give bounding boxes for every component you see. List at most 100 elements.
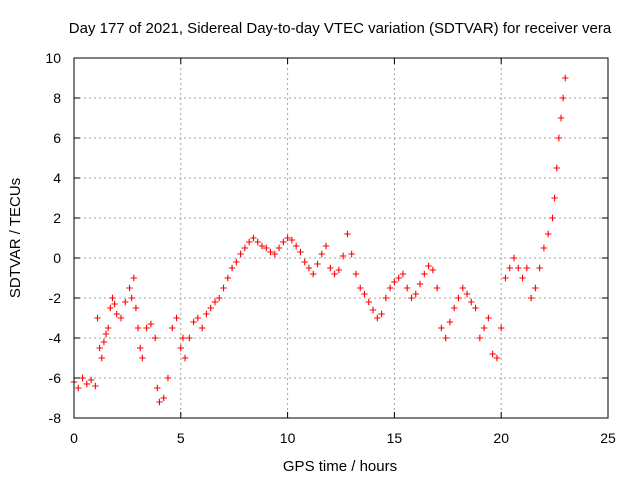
- x-tick-label: 10: [280, 430, 296, 446]
- data-point: [301, 258, 308, 266]
- data-point: [515, 264, 522, 272]
- data-point: [532, 284, 539, 292]
- data-point: [429, 266, 437, 274]
- data-point: [310, 270, 317, 278]
- data-point: [173, 314, 180, 322]
- data-point: [536, 264, 543, 272]
- data-point: [395, 274, 402, 282]
- data-point: [549, 214, 556, 222]
- data-point: [186, 334, 193, 342]
- data-point: [523, 264, 531, 272]
- data-point: [322, 242, 330, 250]
- data-point: [109, 294, 116, 302]
- data-point: [421, 270, 428, 278]
- data-point: [169, 324, 176, 332]
- data-point: [399, 270, 407, 278]
- data-point: [540, 244, 548, 252]
- y-tick-label: 8: [53, 90, 61, 106]
- y-tick-label: 10: [45, 50, 61, 66]
- data-point: [198, 324, 206, 332]
- data-point: [83, 380, 91, 388]
- data-point: [128, 294, 135, 302]
- data-point: [233, 258, 240, 266]
- data-point: [117, 314, 125, 322]
- data-point: [339, 252, 347, 260]
- data-point: [151, 334, 159, 342]
- data-point: [177, 344, 184, 352]
- data-point: [489, 350, 496, 358]
- data-point: [305, 264, 313, 272]
- data-point: [181, 354, 189, 362]
- data-point: [318, 250, 325, 258]
- data-point: [386, 284, 394, 292]
- grid: [74, 58, 608, 418]
- data-point: [412, 290, 419, 298]
- data-point: [113, 310, 120, 318]
- data-point: [111, 300, 118, 308]
- data-point: [228, 264, 236, 272]
- data-point: [510, 254, 518, 262]
- data-point: [263, 244, 270, 252]
- data-point: [134, 324, 142, 332]
- y-axis-label: SDTVAR / TECUs: [7, 178, 24, 298]
- y-tick-label: -4: [49, 330, 62, 346]
- data-point: [245, 238, 253, 246]
- data-point: [502, 274, 509, 282]
- data-point: [451, 304, 458, 312]
- x-tick-label: 0: [70, 430, 78, 446]
- data-point: [463, 290, 471, 298]
- data-point: [438, 324, 445, 332]
- data-point: [75, 384, 82, 392]
- data-point: [365, 298, 372, 306]
- y-tick-label: 0: [53, 250, 61, 266]
- data-point: [374, 314, 381, 322]
- x-tick-label: 15: [387, 430, 403, 446]
- data-point: [100, 338, 108, 346]
- data-point: [137, 344, 144, 352]
- data-point: [493, 354, 501, 362]
- data-point: [237, 250, 244, 258]
- data-point: [280, 238, 287, 246]
- data-point: [258, 242, 266, 250]
- data-point: [107, 304, 114, 312]
- data-point: [553, 164, 560, 172]
- data-point: [79, 374, 86, 382]
- axis-ticks: 0 5 10 15 20 25 -8 -6 -4 -2 0 2 4 6 8 10: [45, 50, 616, 446]
- data-point: [555, 134, 563, 142]
- data-point: [425, 262, 432, 270]
- data-point: [179, 334, 187, 342]
- data-point: [369, 306, 377, 314]
- data-point: [87, 376, 95, 384]
- data-point: [139, 354, 146, 362]
- data-point: [271, 250, 278, 258]
- data-point: [203, 310, 210, 318]
- y-tick-label: -6: [49, 370, 62, 386]
- data-point: [220, 284, 227, 292]
- data-point: [130, 274, 138, 282]
- data-point: [476, 334, 484, 342]
- data-point: [104, 324, 112, 332]
- data-point: [207, 304, 214, 312]
- data-point: [164, 374, 172, 382]
- data-point: [126, 284, 133, 292]
- data-point: [480, 324, 488, 332]
- data-point: [327, 264, 334, 272]
- data-point: [408, 294, 415, 302]
- data-point: [519, 274, 526, 282]
- y-tick-label: 6: [53, 130, 61, 146]
- data-point: [382, 294, 390, 302]
- data-point: [446, 318, 454, 326]
- data-point: [156, 398, 163, 406]
- data-point: [94, 314, 101, 322]
- x-tick-label: 5: [177, 430, 185, 446]
- x-tick-label: 20: [493, 430, 509, 446]
- data-point: [557, 114, 565, 122]
- data-point: [352, 270, 360, 278]
- y-tick-label: -8: [49, 410, 62, 426]
- y-tick-label: 4: [53, 170, 61, 186]
- data-point: [498, 324, 505, 332]
- data-point: [288, 236, 296, 244]
- data-point: [160, 394, 167, 402]
- data-point: [211, 298, 219, 306]
- data-point: [348, 250, 355, 258]
